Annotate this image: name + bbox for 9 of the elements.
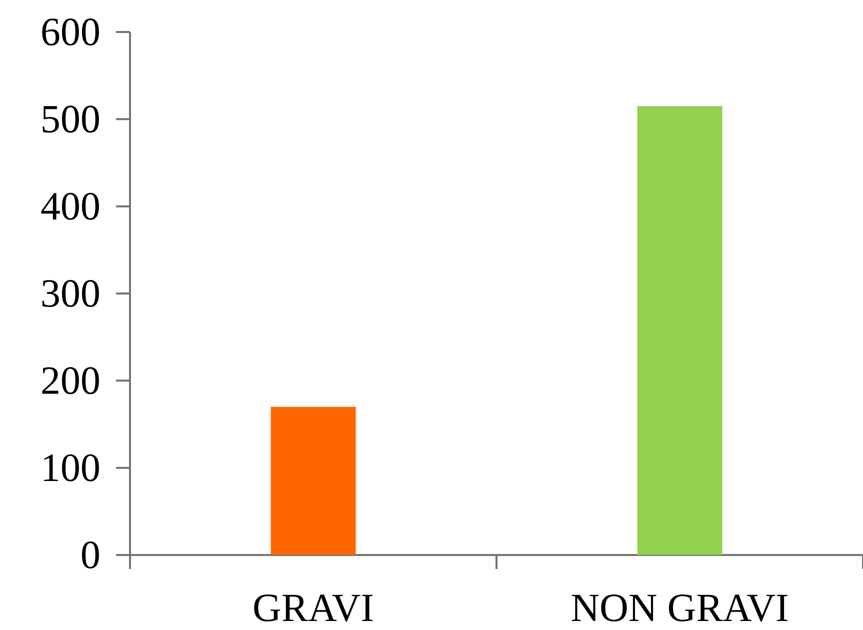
y-tick-label: 300 [42, 280, 99, 307]
y-tick-label: 400 [41, 192, 99, 220]
y-tick-label: 600 [42, 18, 99, 46]
y-tick-label: 500 [42, 106, 99, 133]
y-tick-label: 0 [82, 542, 99, 568]
x-tick-label: NON GRAVI [572, 594, 788, 622]
y-tick-label: 100 [44, 454, 99, 482]
x-tick-label: GRAVI [254, 594, 373, 622]
y-tick-label: 200 [42, 367, 99, 394]
